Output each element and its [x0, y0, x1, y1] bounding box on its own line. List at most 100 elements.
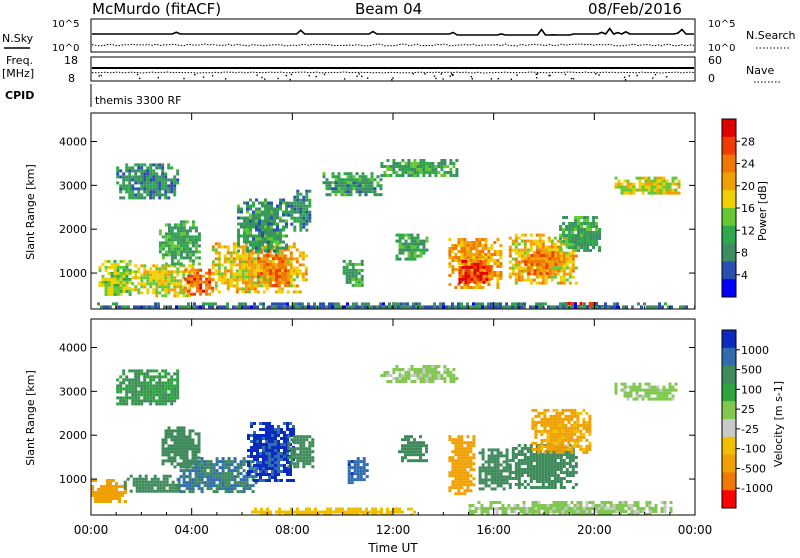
data-cell — [268, 443, 271, 446]
data-cell — [109, 491, 112, 494]
data-cell — [579, 412, 582, 415]
data-cell — [273, 208, 276, 211]
data-cell — [173, 187, 176, 190]
nave-dot — [424, 73, 425, 74]
data-cell — [499, 277, 502, 280]
data-cell — [437, 377, 440, 380]
data-cell — [100, 491, 103, 494]
data-cell — [224, 269, 227, 272]
data-cell — [279, 208, 282, 211]
data-cell — [416, 459, 419, 462]
data-cell — [154, 305, 157, 308]
data-cell — [198, 441, 201, 444]
data-cell — [349, 269, 352, 272]
data-cell — [630, 183, 633, 186]
data-cell — [446, 165, 449, 168]
data-cell — [192, 469, 195, 472]
data-cell — [270, 202, 273, 205]
data-cell — [256, 434, 259, 437]
data-cell — [515, 243, 518, 246]
data-cell — [131, 390, 134, 393]
data-cell — [283, 458, 286, 461]
data-cell — [589, 234, 592, 237]
data-cell — [116, 172, 119, 175]
data-cell — [237, 229, 240, 232]
data-cell — [537, 448, 540, 451]
data-cell — [249, 199, 252, 202]
data-cell — [167, 381, 170, 384]
data-cell — [464, 272, 467, 275]
data-cell — [479, 272, 482, 275]
data-cell — [299, 263, 302, 266]
data-cell — [166, 490, 169, 493]
data-cell — [416, 441, 419, 444]
data-cell — [332, 190, 335, 193]
data-cell — [210, 469, 213, 472]
data-cell — [589, 240, 592, 243]
data-cell — [270, 205, 273, 208]
data-cell — [595, 231, 598, 234]
data-cell — [245, 266, 248, 269]
data-cell — [168, 241, 171, 244]
data-cell — [482, 278, 485, 281]
data-cell — [131, 178, 134, 181]
data-cell — [302, 275, 305, 278]
data-cell — [263, 254, 266, 257]
nave-dot — [516, 74, 517, 75]
data-cell — [551, 279, 554, 282]
data-cell — [566, 273, 569, 276]
data-cell — [549, 451, 552, 454]
data-cell — [308, 435, 311, 438]
data-cell — [131, 193, 134, 196]
data-cell — [482, 451, 485, 454]
data-cell — [152, 387, 155, 390]
data-cell — [571, 228, 574, 231]
data-cell — [249, 241, 252, 244]
data-cell — [589, 237, 592, 240]
data-cell — [122, 381, 125, 384]
data-cell — [192, 226, 195, 229]
data-cell — [247, 434, 250, 437]
data-cell — [219, 472, 222, 475]
data-cell — [567, 421, 570, 424]
data-cell — [278, 269, 281, 272]
data-cell — [137, 193, 140, 196]
data-cell — [173, 279, 176, 282]
data-cell — [189, 462, 192, 465]
data-cell — [283, 440, 286, 443]
data-cell — [374, 187, 377, 190]
data-cell — [195, 241, 198, 244]
data-cell — [493, 259, 496, 262]
data-cell — [302, 226, 305, 229]
data-cell — [448, 305, 451, 308]
data-cell — [479, 451, 482, 454]
data-cell — [488, 454, 491, 457]
data-cell — [161, 273, 164, 276]
data-cell — [586, 243, 589, 246]
data-cell — [548, 456, 551, 459]
data-cell — [285, 226, 288, 229]
data-cell — [253, 434, 256, 437]
data-cell — [349, 260, 352, 263]
data-cell — [357, 478, 360, 481]
data-cell — [399, 243, 402, 246]
data-cell — [192, 241, 195, 244]
data-cell — [398, 168, 401, 171]
data-cell — [451, 305, 454, 308]
data-cell — [413, 447, 416, 450]
data-cell — [500, 454, 503, 457]
data-cell — [554, 237, 557, 240]
data-cell — [595, 243, 598, 246]
data-cell — [410, 453, 413, 456]
data-cell — [392, 162, 395, 165]
data-cell — [228, 478, 231, 481]
data-cell — [416, 174, 419, 177]
data-cell — [524, 279, 527, 282]
data-cell — [451, 244, 454, 247]
data-cell — [512, 459, 515, 462]
freq-unit: [MHz] — [2, 67, 34, 80]
data-cell — [123, 290, 126, 293]
data-cell — [344, 190, 347, 193]
data-cell — [278, 275, 281, 278]
data-cell — [268, 461, 271, 464]
